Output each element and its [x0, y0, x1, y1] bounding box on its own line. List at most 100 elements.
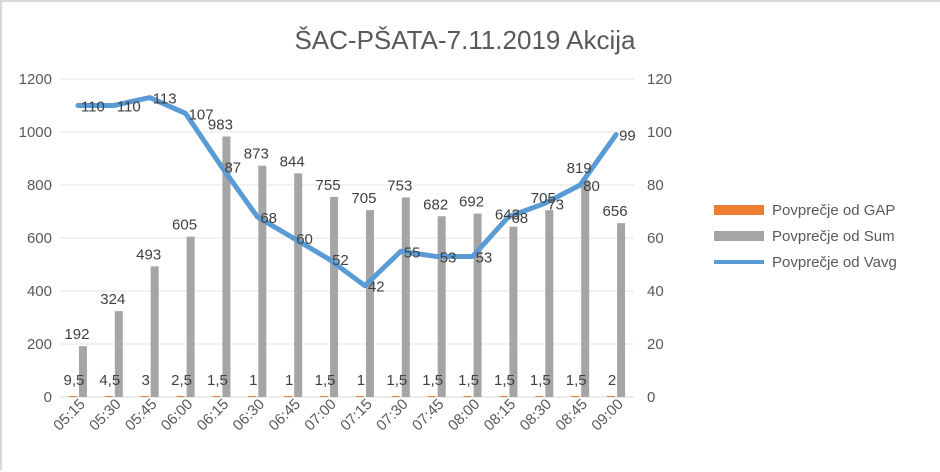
gap-bar: [427, 396, 436, 397]
sum-bar: [78, 346, 87, 397]
sum-bar: [150, 266, 159, 397]
x-tick-label: 07:15: [337, 396, 376, 435]
gap-bar: [68, 395, 77, 397]
gap-data-label: 1,5: [315, 372, 336, 389]
x-tick-label: 07:00: [301, 396, 340, 435]
vavg-data-label: 68: [511, 210, 528, 227]
sum-data-label: 705: [531, 190, 556, 207]
gap-bar: [248, 396, 257, 397]
vavg-data-label: 99: [619, 128, 636, 145]
sum-data-label: 844: [280, 153, 305, 170]
gap-data-label: 1,5: [458, 372, 479, 389]
gap-bar: [320, 396, 329, 397]
x-tick-label: 06:00: [158, 396, 197, 435]
x-tick-label: 05:30: [86, 396, 125, 435]
x-tick-label: 06:30: [230, 396, 269, 435]
gap-data-label: 2: [608, 372, 616, 389]
primary-y-axis: 0 200 400 600 800 1000 1200: [19, 71, 52, 406]
gap-bar: [104, 396, 113, 397]
secondary-tick-label: 20: [647, 336, 664, 353]
gap-bar: [212, 396, 221, 397]
x-tick-label: 08:00: [445, 396, 484, 435]
sum-data-label: 873: [244, 146, 269, 163]
gap-bar: [284, 396, 293, 397]
vavg-data-label: 53: [440, 250, 457, 267]
primary-tick-label: 0: [44, 389, 52, 406]
sum-data-label: 493: [136, 246, 161, 263]
legend-label: Povprečje od Vavg: [772, 254, 897, 271]
gap-data-label: 1: [357, 372, 365, 389]
x-tick-label: 08:15: [481, 396, 520, 435]
x-tick-label: 07:30: [373, 396, 412, 435]
line-series: [75, 95, 619, 289]
gap-data-label: 3: [142, 372, 150, 389]
gap-data-label: 1,5: [386, 372, 407, 389]
gap-bar: [607, 396, 616, 397]
vavg-data-label: 55: [404, 244, 421, 261]
vavg-line: [75, 95, 619, 289]
secondary-tick-label: 40: [647, 283, 664, 300]
gap-bar: [391, 396, 400, 397]
sum-data-label: 819: [567, 160, 592, 177]
x-tick-label: 08:30: [517, 396, 556, 435]
secondary-tick-label: 0: [647, 389, 655, 406]
legend-swatch: [714, 260, 764, 264]
vavg-data-label: 42: [368, 279, 385, 296]
secondary-tick-label: 80: [647, 177, 664, 194]
gap-data-label: 1: [249, 372, 257, 389]
legend: Povprečje od GAP Povprečje od Sum Povprečj…: [714, 202, 897, 271]
secondary-tick-label: 60: [647, 230, 664, 247]
sum-bar: [365, 210, 374, 397]
sum-bar: [114, 311, 123, 397]
sum-data-label: 692: [459, 194, 484, 211]
sum-bar: [473, 213, 482, 397]
gap-bar: [571, 396, 580, 397]
sum-bar: [437, 216, 446, 397]
vavg-data-label: 73: [547, 197, 564, 214]
gap-data-label: 9,5: [64, 372, 85, 389]
gap-data-label: 2,5: [171, 372, 192, 389]
gap-bar: [463, 396, 472, 397]
sum-data-label: 605: [172, 217, 197, 234]
bar-series: [68, 136, 626, 397]
secondary-y-axis: 0 20 40 60 80 100 120: [647, 71, 672, 406]
vavg-data-label: 113: [153, 91, 177, 108]
vavg-data-label: 107: [189, 106, 214, 123]
sum-data-label: 643: [495, 207, 520, 224]
x-tick-label: 07:45: [409, 396, 448, 435]
legend-label: Povprečje od GAP: [772, 202, 895, 219]
gap-data-label: 1,5: [530, 372, 551, 389]
x-tick-label: 06:45: [265, 396, 304, 435]
sum-bar: [401, 197, 410, 397]
sum-bar: [222, 136, 231, 397]
sum-data-label: 705: [351, 190, 376, 207]
gap-bar: [499, 396, 508, 397]
sum-data-label: 682: [423, 196, 448, 213]
primary-tick-label: 1200: [19, 71, 52, 88]
sum-bar: [186, 236, 195, 397]
secondary-tick-label: 100: [647, 124, 672, 141]
sum-bar: [509, 226, 518, 397]
secondary-tick-label: 120: [647, 71, 672, 88]
x-tick-label: 06:15: [194, 396, 233, 435]
gap-bar: [535, 396, 544, 397]
x-axis: 05:1505:3005:4506:0006:1506:3006:4507:00…: [50, 396, 627, 435]
x-tick-label: 05:15: [50, 396, 89, 435]
sum-bar: [330, 196, 339, 397]
vavg-data-label: 87: [224, 159, 241, 176]
gap-data-label: 1,5: [422, 372, 443, 389]
x-tick-label: 05:45: [122, 396, 161, 435]
x-tick-label: 08:45: [552, 396, 591, 435]
sum-bar: [617, 223, 626, 397]
sum-data-label: 656: [603, 203, 628, 220]
gap-data-label: 1,5: [494, 372, 515, 389]
sum-bar: [581, 179, 590, 397]
primary-tick-label: 1000: [19, 124, 52, 141]
sum-data-label: 753: [387, 177, 412, 194]
gap-data-label: 1: [285, 372, 293, 389]
vavg-data-label: 110: [81, 99, 105, 116]
sum-bar: [545, 210, 554, 397]
gap-bar: [355, 396, 364, 397]
gap-bar: [176, 396, 185, 397]
